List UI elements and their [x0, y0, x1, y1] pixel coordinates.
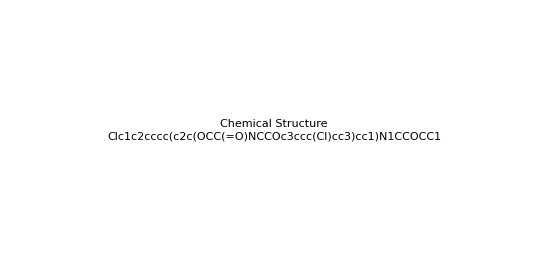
Text: Chemical Structure
Clc1c2cccc(c2c(OCC(=O)NCCOc3ccc(Cl)cc3)cc1)N1CCOCC1: Chemical Structure Clc1c2cccc(c2c(OCC(=O…: [107, 119, 441, 141]
